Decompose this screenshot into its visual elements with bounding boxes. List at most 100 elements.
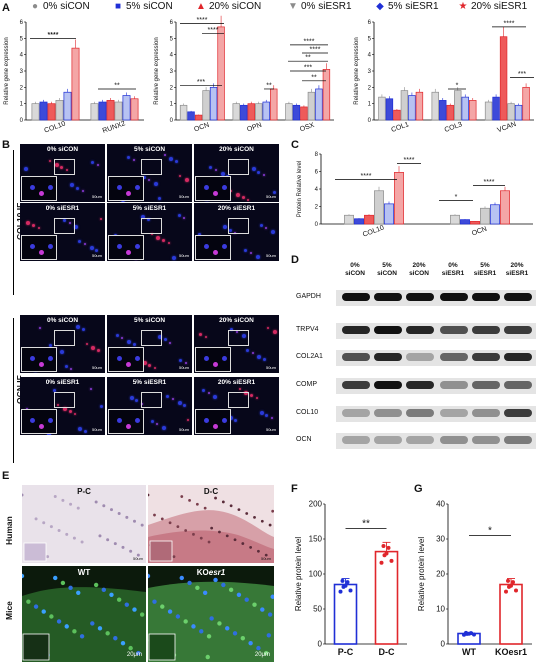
cell-nucleus <box>81 328 85 332</box>
cell-nucleus <box>162 426 167 431</box>
cell-nucleus <box>184 362 187 365</box>
cell <box>113 636 118 641</box>
legend-marker: ● <box>31 1 39 12</box>
if-image: 20% siCON 50um <box>194 144 279 202</box>
scale-bar: 50um <box>91 253 102 258</box>
cell-nucleus <box>89 387 92 390</box>
bar <box>374 550 399 645</box>
cell-nucleus <box>255 255 260 260</box>
bar <box>446 104 454 121</box>
cell-nucleus <box>60 350 65 355</box>
cell <box>187 580 192 586</box>
cell <box>252 602 257 607</box>
bar <box>63 91 72 121</box>
inset-nucleus <box>30 355 35 361</box>
inset-nucleus <box>135 355 140 361</box>
cell-nucleus <box>197 233 201 237</box>
cell <box>199 629 204 634</box>
inset-nucleus <box>126 249 131 255</box>
legend-label: 0% siCON <box>43 1 90 12</box>
cell-nucleus <box>115 333 119 337</box>
inset-nucleus <box>204 417 209 423</box>
y-tick-label: 1 <box>368 102 372 108</box>
inset-nucleus <box>48 417 53 423</box>
cell-nucleus <box>70 183 75 188</box>
if-image: 0% siESR1 50um <box>20 377 105 435</box>
wb-band <box>342 409 370 417</box>
y-axis-label: Relative protein level <box>417 537 426 611</box>
inset-nucleus <box>222 243 227 249</box>
cell-nucleus <box>265 414 269 418</box>
panel-letter-c: C <box>291 139 299 151</box>
y-tick-label: 5 <box>20 36 24 42</box>
cell <box>168 521 172 525</box>
y-axis-label: Relative gene expression <box>354 37 360 104</box>
cell <box>205 654 210 660</box>
zoom-box <box>54 158 75 175</box>
data-point <box>472 632 476 637</box>
cell <box>203 506 207 510</box>
legend-item: ▲ 20% siCON <box>196 1 261 12</box>
y-tick-label: 0 <box>318 640 323 649</box>
if-image-label: 20% siESR1 <box>217 205 256 212</box>
cell <box>240 636 246 641</box>
cell <box>245 512 249 515</box>
data-point <box>509 583 513 588</box>
legend-label: 5% siCON <box>126 1 173 12</box>
wb-lane-label-line: 20% <box>412 262 426 269</box>
y-tick-label: 6 <box>170 20 174 26</box>
bar <box>270 88 278 121</box>
y-tick-label: 4 <box>368 53 372 59</box>
cell <box>249 546 253 549</box>
if-image: 20% siCON 50um <box>194 315 279 373</box>
data-point <box>379 560 384 565</box>
significance-label: **** <box>310 47 321 54</box>
cell-nucleus <box>184 177 189 182</box>
significance-label: **** <box>504 20 515 27</box>
scale-bar: 50um <box>91 194 102 199</box>
wb-band <box>504 293 532 301</box>
inset-nucleus <box>222 184 227 190</box>
wb-blot-strip <box>336 406 536 422</box>
micro-ko-image: KOesr1 20μm <box>148 566 274 662</box>
cell <box>218 530 221 534</box>
inset-nucleus <box>39 361 44 367</box>
legend-label: 0% siESR1 <box>301 1 352 12</box>
cell <box>61 498 65 502</box>
inset-nucleus <box>213 190 218 196</box>
cell <box>139 612 145 617</box>
cell-nucleus <box>132 343 136 347</box>
significance-label: * <box>456 82 459 89</box>
wb-row-label: COL10 <box>296 409 319 416</box>
wb-lane-label-line: siESR1 <box>505 270 529 277</box>
histology-dc-texture <box>148 493 274 563</box>
if-image-label: 20% siCON <box>219 146 254 153</box>
cell <box>167 609 173 614</box>
zoom-inset <box>195 408 231 434</box>
bar <box>194 114 203 121</box>
cell-nucleus <box>127 155 131 159</box>
cell <box>207 540 211 544</box>
chart-a1: 0 1 2 3 4 5 6 Relative gene expression COL10 RUNX… <box>4 20 144 135</box>
panel-letter-e: E <box>2 470 10 482</box>
wb-lane-label-line: 0% <box>448 262 458 269</box>
inset-nucleus <box>39 190 44 196</box>
cell <box>98 534 102 538</box>
cell <box>102 504 106 508</box>
significance-label: ** <box>266 82 272 89</box>
scale-bar: 50um <box>91 427 102 432</box>
data-point <box>514 588 518 593</box>
category-label: OCN <box>471 226 488 238</box>
cell-nucleus <box>262 173 265 176</box>
if-image: 0% siCON 50um <box>20 144 105 202</box>
wb-row-label: GAPDH <box>296 293 321 300</box>
y-tick-label: 4 <box>315 187 319 193</box>
cell <box>33 604 39 609</box>
wb-band <box>440 436 468 444</box>
scale-bar: 50um <box>91 365 102 370</box>
cell <box>22 493 24 497</box>
wb-lane-label: 20% siCON <box>404 262 434 278</box>
wb-lane-label-line: 5% <box>382 262 392 269</box>
cell-nucleus <box>37 226 40 229</box>
category-label: RUNX2 <box>102 120 127 135</box>
